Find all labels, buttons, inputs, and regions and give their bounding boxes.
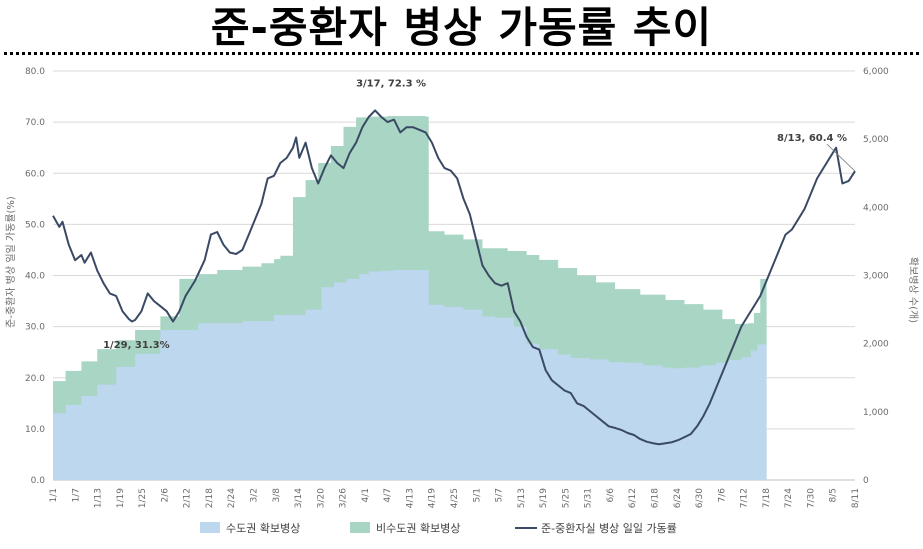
x-tick-label: 8/11 [851, 488, 861, 508]
x-tick-label: 8/5 [829, 488, 839, 502]
annotation-label: 8/13, 60.4 % [777, 133, 847, 144]
right-tick-label: 0 [863, 476, 869, 486]
left-tick-label: 70.0 [25, 118, 45, 128]
right-tick-label: 6,000 [863, 67, 889, 77]
line-series-occupancy [52, 109, 856, 446]
left-tick-label: 10.0 [25, 425, 45, 435]
left-axis-ticks: 0.0 10.0 20.0 30.0 40.0 50.0 60.0 70.0 80.0 [25, 67, 45, 486]
x-tick-label: 5/7 [495, 488, 505, 502]
x-tick-label: 4/1 [361, 488, 371, 502]
x-tick-label: 3/2 [250, 488, 260, 502]
legend-label: 수도권 확보병상 [226, 522, 300, 535]
x-tick-label: 6/30 [695, 488, 705, 508]
x-axis-ticks: 1/1 1/7 1/13 1/19 1/25 2/6 2/12 2/18 2/24 3/2 3/8 3… [49, 488, 861, 508]
x-tick-label: 4/7 [383, 488, 393, 502]
x-tick-label: 1/7 [71, 488, 81, 502]
left-tick-label: 60.0 [25, 169, 45, 179]
area-series-capital [53, 270, 767, 480]
x-tick-label: 5/1 [472, 488, 482, 502]
x-tick-label: 3/8 [272, 488, 282, 503]
x-tick-label: 5/25 [561, 488, 571, 508]
left-tick-label: 20.0 [25, 374, 45, 384]
x-tick-label: 7/24 [784, 488, 794, 508]
x-tick-label: 4/13 [405, 488, 415, 508]
x-tick-label: 7/30 [806, 488, 816, 508]
x-tick-label: 6/6 [606, 488, 616, 503]
right-tick-label: 4,000 [863, 203, 889, 213]
legend: 수도권 확보병상 비수도권 확보병상 준-중환자실 병상 일일 가동률 [200, 521, 677, 535]
left-tick-label: 30.0 [25, 323, 45, 333]
x-tick-label: 5/19 [539, 488, 549, 508]
x-tick-label: 7/12 [740, 488, 750, 508]
x-tick-label: 1/1 [49, 488, 59, 502]
line-series [52, 109, 856, 446]
x-tick-label: 2/6 [160, 488, 170, 503]
x-tick-label: 3/20 [316, 488, 326, 508]
x-tick-label: 7/18 [762, 488, 772, 508]
x-tick-label: 1/19 [116, 488, 126, 508]
x-tick-label: 6/24 [673, 488, 683, 508]
legend-label: 준-중환자실 병상 일일 가동률 [541, 521, 677, 535]
annotations: 1/29, 31.3% 3/17, 72.3 % 8/13, 60.4 % [103, 78, 856, 351]
annotation-leader [826, 143, 856, 172]
x-tick-label: 1/13 [94, 488, 104, 508]
x-tick-label: 2/12 [183, 488, 193, 508]
x-tick-label: 7/6 [717, 488, 727, 503]
right-tick-label: 2,000 [863, 340, 889, 350]
left-axis-label: 준-중환자 병상 일일 가동률(%) [5, 196, 17, 328]
area-series [53, 115, 767, 481]
x-tick-label: 1/25 [138, 488, 148, 508]
x-tick-label: 5/13 [517, 488, 527, 508]
legend-label: 비수도권 확보병상 [376, 522, 460, 535]
right-axis-ticks: 0 1,000 2,000 3,000 4,000 5,000 6,000 [863, 67, 889, 486]
left-tick-label: 50.0 [25, 220, 45, 230]
legend-swatch [350, 522, 370, 533]
annotation-label: 3/17, 72.3 % [356, 78, 426, 89]
right-tick-label: 3,000 [863, 272, 889, 282]
right-axis-label: 확보병상 수(개) [907, 257, 919, 323]
left-tick-label: 80.0 [25, 67, 45, 77]
x-tick-label: 3/14 [294, 488, 304, 508]
x-tick-label: 4/19 [428, 488, 438, 508]
x-tick-label: 2/24 [227, 488, 237, 508]
x-tick-label: 6/12 [628, 488, 638, 508]
left-tick-label: 0.0 [31, 476, 46, 486]
left-tick-label: 40.0 [25, 272, 45, 282]
x-tick-label: 6/18 [651, 488, 661, 508]
title-divider [4, 52, 919, 55]
right-tick-label: 1,000 [863, 408, 889, 418]
x-tick-label: 5/31 [584, 488, 594, 508]
legend-swatch [200, 522, 220, 533]
x-tick-label: 4/25 [450, 488, 460, 508]
x-tick-label: 2/18 [205, 488, 215, 508]
annotation-label: 1/29, 31.3% [103, 340, 169, 351]
chart-title: 준-중환자 병상 가동률 추이 [210, 3, 713, 52]
x-tick-label: 3/26 [339, 488, 349, 508]
right-tick-label: 5,000 [863, 135, 889, 145]
